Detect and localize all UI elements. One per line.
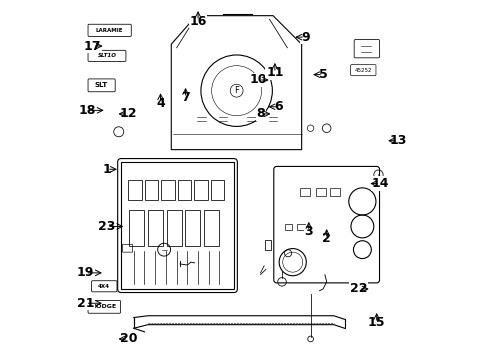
Text: 4X4: 4X4 — [98, 284, 110, 289]
Bar — [329, 188, 340, 196]
Text: LARAMIE: LARAMIE — [96, 28, 123, 33]
Bar — [284, 224, 292, 230]
Text: 4: 4 — [156, 97, 164, 110]
Bar — [297, 224, 305, 230]
Text: 17: 17 — [84, 40, 101, 53]
Text: F: F — [234, 86, 239, 95]
Text: 20: 20 — [120, 333, 137, 346]
Text: DODGE: DODGE — [91, 304, 117, 309]
Text: SLT1O: SLT1O — [97, 53, 116, 58]
Text: 7: 7 — [181, 91, 189, 104]
Bar — [148, 210, 163, 246]
Bar — [177, 180, 191, 200]
Bar — [203, 210, 218, 246]
Text: 2: 2 — [322, 233, 330, 246]
Text: 15: 15 — [367, 316, 385, 329]
Text: 12: 12 — [120, 107, 137, 120]
Bar — [129, 210, 144, 246]
Text: 1: 1 — [102, 163, 111, 176]
Bar — [128, 180, 142, 200]
Text: 14: 14 — [371, 177, 388, 190]
Text: 16: 16 — [189, 14, 206, 27]
Text: 9: 9 — [300, 31, 309, 44]
Bar — [194, 180, 207, 200]
Bar — [166, 210, 181, 246]
Text: 45252: 45252 — [354, 68, 371, 73]
Text: 8: 8 — [256, 107, 264, 120]
Bar — [144, 180, 158, 200]
Text: 5: 5 — [318, 68, 327, 81]
Text: 19: 19 — [77, 266, 94, 279]
Bar — [299, 188, 309, 196]
Text: 22: 22 — [349, 283, 367, 296]
Text: 6: 6 — [274, 100, 282, 113]
Text: SLT: SLT — [95, 82, 108, 88]
Text: 18: 18 — [79, 104, 96, 117]
Text: 10: 10 — [249, 73, 267, 86]
Bar — [315, 188, 325, 196]
Bar — [210, 180, 224, 200]
Text: 23: 23 — [98, 220, 116, 233]
Text: 11: 11 — [265, 66, 283, 79]
Text: 3: 3 — [304, 225, 312, 238]
Bar — [264, 240, 270, 249]
Text: 21: 21 — [77, 297, 94, 310]
Bar — [185, 210, 200, 246]
Text: 13: 13 — [388, 134, 406, 147]
Bar — [161, 180, 175, 200]
